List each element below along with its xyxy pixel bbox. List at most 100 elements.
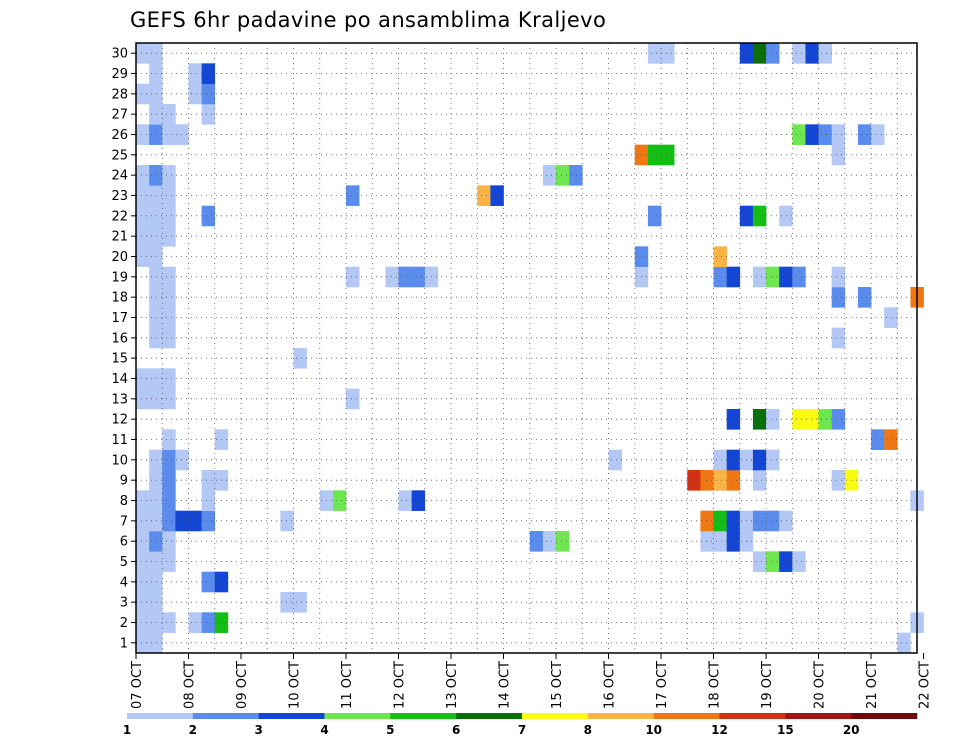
y-axis: 1234567891011121314151617181920212223242… bbox=[111, 47, 136, 651]
precip-cell bbox=[779, 551, 793, 572]
precip-cell bbox=[149, 165, 163, 186]
grid-layer bbox=[136, 43, 917, 653]
y-tick-label: 10 bbox=[111, 453, 128, 468]
legend-swatch bbox=[390, 713, 457, 719]
legend-label: 12 bbox=[711, 723, 728, 737]
precip-cell bbox=[411, 490, 426, 511]
precip-cell bbox=[175, 510, 189, 532]
precip-cell bbox=[713, 449, 727, 471]
x-tick-label: 16 OCT bbox=[603, 661, 618, 709]
color-legend: 1 2 3 4 5 6 7 8 10 12 15 20 bbox=[123, 713, 918, 737]
precip-cell bbox=[162, 551, 176, 572]
precip-cell bbox=[857, 124, 872, 145]
precip-cell bbox=[149, 83, 163, 105]
precip-cell bbox=[818, 43, 832, 64]
precip-cell bbox=[136, 185, 150, 206]
precip-cell bbox=[726, 409, 741, 430]
chart-title: GEFS 6hr padavine po ansamblima Kraljevo bbox=[130, 8, 606, 32]
precip-cell bbox=[831, 287, 846, 308]
precip-cell bbox=[162, 470, 176, 491]
precip-cell bbox=[647, 205, 662, 227]
precip-cell bbox=[162, 307, 176, 328]
precip-cell bbox=[201, 83, 216, 105]
precip-cell bbox=[857, 287, 872, 308]
x-axis: 07 OCT 08 OCT 09 OCT 10 OCT 11 OCT 12 OCT 13 O… bbox=[130, 653, 933, 709]
x-tick-label: 20 OCT bbox=[813, 661, 828, 709]
precip-cell bbox=[149, 63, 163, 84]
precip-cell bbox=[831, 124, 846, 145]
precip-cell bbox=[162, 205, 176, 227]
precip-cell bbox=[149, 104, 163, 125]
x-tick-label: 10 OCT bbox=[288, 661, 303, 709]
legend-swatch bbox=[324, 713, 391, 719]
legend-swatch bbox=[522, 713, 589, 719]
x-tick-label: 21 OCT bbox=[865, 661, 880, 709]
y-tick-label: 18 bbox=[111, 291, 128, 306]
precip-cell bbox=[411, 266, 426, 288]
precip-cell bbox=[149, 632, 163, 654]
y-tick-label: 11 bbox=[111, 433, 128, 448]
precip-cell bbox=[162, 287, 176, 308]
y-tick-label: 17 bbox=[111, 311, 128, 326]
legend-label: 15 bbox=[777, 723, 794, 737]
precip-cell bbox=[149, 490, 163, 511]
precip-cell bbox=[647, 43, 662, 64]
precip-cell bbox=[162, 449, 176, 471]
y-tick-label: 1 bbox=[120, 636, 128, 651]
precip-cell bbox=[752, 266, 767, 288]
precip-cell bbox=[556, 531, 570, 552]
y-tick-label: 22 bbox=[111, 209, 128, 224]
precip-cell bbox=[805, 43, 819, 64]
precip-cell bbox=[149, 592, 163, 613]
precip-cell bbox=[831, 470, 846, 491]
legend-label: 6 bbox=[452, 723, 460, 737]
precip-cell bbox=[752, 551, 767, 572]
precip-cell bbox=[766, 266, 780, 288]
precip-cell bbox=[700, 531, 714, 552]
precip-cell bbox=[280, 592, 294, 613]
y-tick-label: 30 bbox=[111, 47, 128, 62]
precip-cell bbox=[647, 144, 662, 166]
precip-cell bbox=[477, 185, 491, 206]
legend-label: 4 bbox=[320, 723, 328, 737]
legend-swatch bbox=[258, 713, 325, 719]
precip-cell bbox=[149, 612, 163, 633]
precip-cell bbox=[149, 266, 163, 288]
precip-cell bbox=[162, 531, 176, 552]
precip-cell bbox=[831, 409, 846, 430]
precip-cell bbox=[766, 510, 780, 532]
precip-cell bbox=[779, 205, 793, 227]
precip-cell bbox=[136, 83, 150, 105]
precip-cell bbox=[136, 551, 150, 572]
precip-cell bbox=[293, 348, 307, 369]
precip-cell bbox=[201, 205, 216, 227]
precip-cell bbox=[726, 266, 741, 288]
precip-cell bbox=[713, 531, 727, 552]
legend-swatch bbox=[653, 713, 720, 719]
precip-cell bbox=[713, 510, 727, 532]
precip-cell bbox=[162, 266, 176, 288]
precip-cell bbox=[162, 226, 176, 247]
y-tick-label: 15 bbox=[111, 352, 128, 367]
precip-cell bbox=[136, 531, 150, 552]
precip-cell bbox=[188, 510, 202, 532]
y-tick-label: 2 bbox=[120, 616, 128, 631]
y-tick-label: 16 bbox=[111, 331, 128, 346]
precip-cell bbox=[398, 266, 412, 288]
precip-cell bbox=[136, 205, 150, 227]
precip-cell bbox=[884, 307, 898, 328]
precip-cell bbox=[149, 388, 163, 410]
x-tick-label: 07 OCT bbox=[130, 661, 145, 709]
precip-cell bbox=[149, 307, 163, 328]
precip-cell bbox=[188, 63, 202, 84]
legend-swatch bbox=[127, 713, 194, 719]
precip-cell bbox=[398, 490, 412, 511]
y-tick-label: 19 bbox=[111, 270, 128, 285]
precip-cell bbox=[792, 124, 806, 145]
legend-swatch bbox=[719, 713, 786, 719]
x-tick-label: 17 OCT bbox=[655, 661, 670, 709]
y-tick-label: 28 bbox=[111, 87, 128, 102]
precip-cell bbox=[149, 449, 163, 471]
precip-cell bbox=[346, 185, 360, 206]
